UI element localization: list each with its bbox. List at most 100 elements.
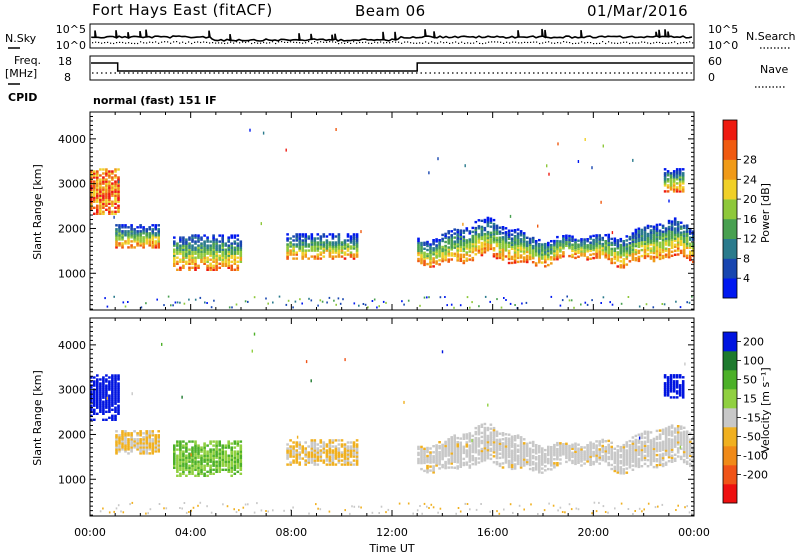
power-cell: [157, 232, 160, 235]
velocity-cell: [625, 443, 629, 446]
power-cell: [628, 250, 632, 253]
velocity-cell: [676, 425, 680, 428]
power-cell: [649, 229, 653, 232]
velocity-cell: [310, 439, 314, 442]
velocity-cell: [658, 441, 662, 444]
power-cell: [221, 234, 224, 237]
power-cell: [583, 244, 586, 247]
power-cbar-tick-label: 16: [743, 213, 757, 226]
power-cell: [649, 243, 653, 246]
noise-search-point: [485, 42, 487, 44]
velocity-cell: [203, 454, 206, 457]
velocity-cell: [670, 440, 674, 443]
power-cell: [685, 238, 689, 241]
power-cell: [179, 246, 182, 249]
power-cell: [568, 242, 571, 246]
power-cell: [580, 244, 583, 247]
cpid-text: normal (fast) 151 IF: [93, 94, 217, 107]
power-cell: [675, 188, 679, 191]
power-cell: [619, 245, 623, 249]
power-cell: [664, 249, 668, 252]
power-cell: [616, 253, 620, 256]
power-cell: [206, 260, 209, 263]
power-cell: [667, 244, 671, 247]
power-cell: [553, 244, 556, 247]
power-cell: [504, 249, 508, 252]
velocity-cell: [640, 434, 644, 438]
power-cell: [465, 257, 469, 260]
power-cell: [420, 251, 423, 255]
velocity-cell: [598, 442, 601, 445]
power-cell: [343, 251, 347, 254]
velocity-cell: [322, 447, 326, 450]
velocity-cell: [197, 450, 200, 453]
power-cell: [525, 256, 529, 260]
power-cell: [489, 247, 493, 251]
velocity-cell: [185, 454, 188, 457]
velocity-cell: [468, 464, 472, 467]
velocity-cell: [640, 446, 644, 450]
power-ground-scatter: [337, 297, 340, 300]
velocity-cell: [658, 433, 662, 436]
velocity-cell: [531, 454, 535, 458]
power-cell: [513, 261, 517, 264]
velocity-cell: [462, 461, 466, 465]
velocity-cell: [124, 446, 127, 449]
velocity-cell: [631, 456, 635, 459]
velocity-cell: [206, 470, 209, 473]
power-cell: [148, 238, 151, 241]
velocity-cell: [121, 440, 124, 443]
velocity-cell: [105, 384, 108, 387]
velocity-cell: [495, 452, 499, 456]
velocity-cell: [230, 442, 233, 445]
velocity-cell: [522, 446, 526, 449]
power-sparse-echo: [426, 241, 428, 245]
velocity-cell: [289, 447, 292, 450]
velocity-cell: [191, 468, 194, 471]
velocity-cell: [646, 452, 650, 456]
power-cell: [176, 244, 179, 247]
velocity-cell: [173, 460, 176, 463]
velocity-cell: [200, 458, 203, 461]
power-cell: [667, 229, 671, 233]
velocity-cell: [456, 461, 459, 464]
power-cell: [670, 254, 674, 257]
power-cell: [212, 246, 215, 249]
velocity-cell: [586, 446, 589, 449]
velocity-cell: [495, 454, 499, 458]
noise-search-point: [680, 42, 682, 44]
velocity-ground-scatter: [419, 505, 421, 507]
velocity-cell: [486, 438, 490, 442]
power-cell: [456, 249, 459, 252]
power-cell: [637, 243, 641, 246]
velocity-cell: [495, 432, 499, 436]
power-cell: [643, 256, 647, 260]
velocity-cell: [592, 452, 595, 456]
velocity-cell: [468, 438, 472, 441]
velocity-cbar-swatch: [723, 427, 737, 447]
velocity-cell: [541, 463, 544, 466]
noise-search-point: [392, 41, 394, 43]
power-cell: [218, 256, 221, 259]
velocity-cell: [655, 453, 659, 457]
power-cell: [179, 240, 182, 243]
power-cell: [522, 260, 526, 263]
power-cell: [197, 248, 200, 251]
velocity-cell: [682, 434, 686, 438]
velocity-cbar-swatch: [723, 370, 737, 390]
velocity-cell: [173, 456, 176, 459]
power-cell: [562, 255, 565, 258]
velocity-cell: [111, 408, 114, 411]
velocity-cell: [595, 448, 598, 451]
power-cell: [90, 194, 93, 197]
power-sparse-echo: [249, 128, 251, 132]
power-cell: [559, 250, 562, 253]
power-cell: [176, 262, 179, 265]
power-cell: [298, 239, 301, 242]
power-cell: [441, 245, 444, 249]
noise-search-point: [329, 41, 331, 43]
velocity-cell: [301, 445, 304, 448]
velocity-cell: [531, 469, 535, 472]
velocity-cell: [673, 457, 677, 460]
nave-tick-bottom: 0: [708, 71, 715, 84]
